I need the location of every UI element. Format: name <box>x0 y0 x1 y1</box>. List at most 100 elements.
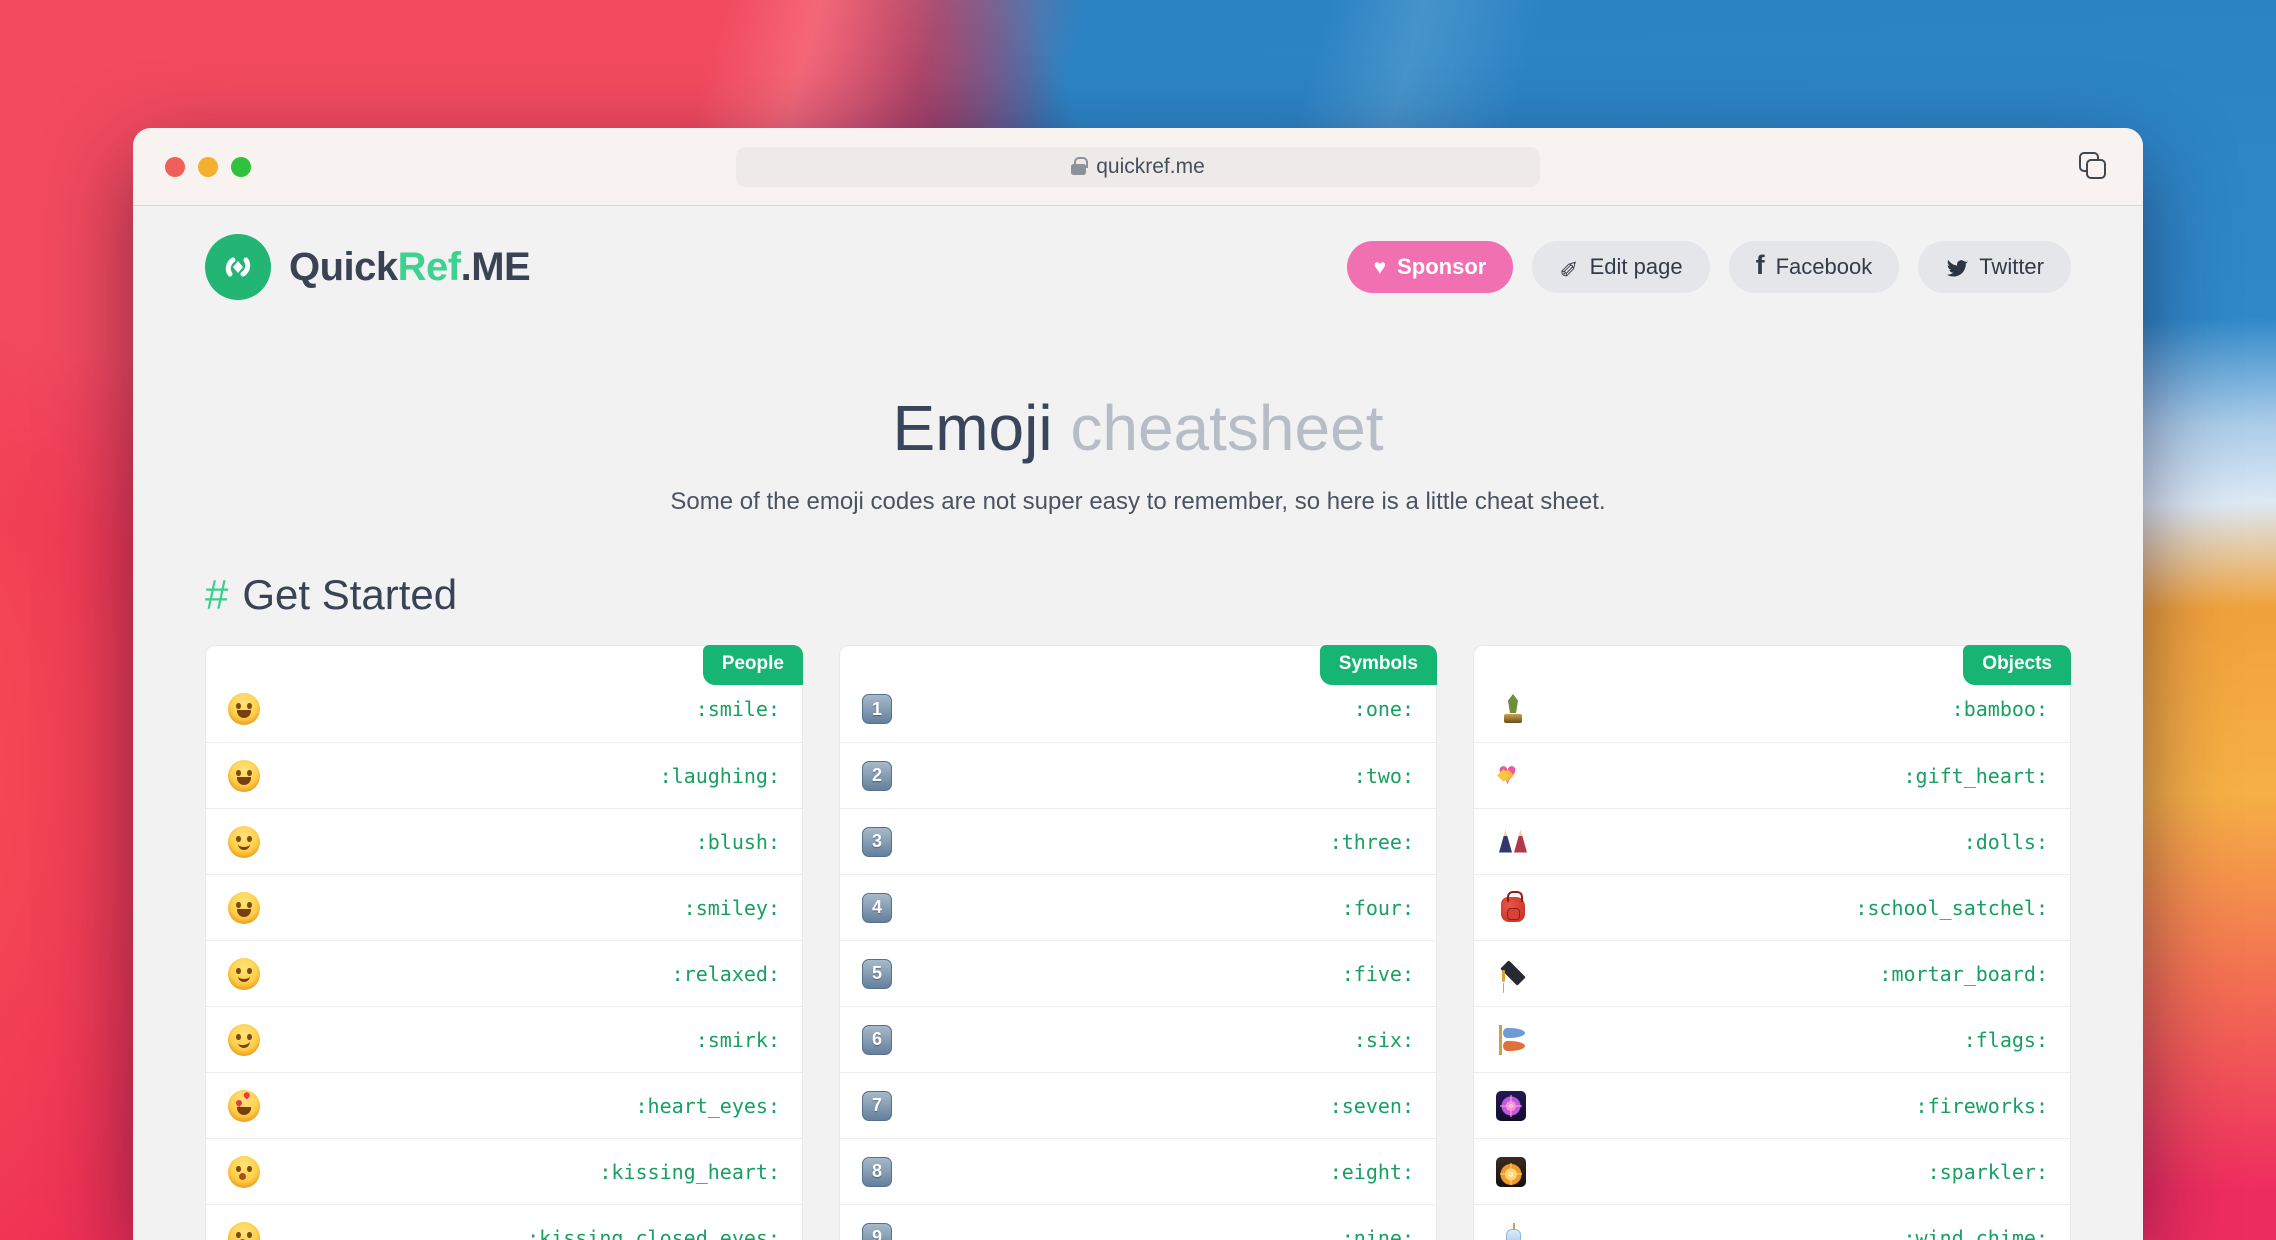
twitter-button[interactable]: Twitter <box>1918 241 2071 293</box>
brand-name: QuickRef.ME <box>289 244 531 289</box>
emoji-code: :kissing_heart: <box>599 1159 780 1184</box>
zoom-button[interactable] <box>231 157 251 177</box>
category-badge: Objects <box>1963 645 2071 685</box>
emoji-row: 3:three: <box>840 808 1436 874</box>
twitter-bird-icon <box>1945 256 1969 279</box>
card-symbols: Symbols 1 :one: 2:two: 3:three: 4 :four: 5 :fiv… <box>839 645 1437 1240</box>
page-title: Emoji cheatsheet <box>892 392 1384 464</box>
window-controls <box>165 128 251 206</box>
emoji-row: :smile: <box>206 676 802 742</box>
emoji-code: :smirk: <box>695 1027 780 1052</box>
emoji-code: :three: <box>1329 829 1414 854</box>
card-grid: People :smile::laughing::blush::smiley::… <box>205 645 2071 1240</box>
edit-page-button[interactable]: ✎ Edit page <box>1532 241 1710 293</box>
emoji-row: :relaxed: <box>206 940 802 1006</box>
emoji-row: 7 :seven: <box>840 1072 1436 1138</box>
emoji-code: :fireworks: <box>1915 1093 2048 1118</box>
emoji-row: 8:eight: <box>840 1138 1436 1204</box>
emoji-row: :blush: <box>206 808 802 874</box>
emoji-six-icon: 6 <box>862 1024 892 1055</box>
emoji-row: :flags: <box>1474 1006 2070 1072</box>
emoji-row: :wind_chime: <box>1474 1204 2070 1240</box>
sponsor-button[interactable]: ♥ Sponsor <box>1346 241 1514 293</box>
emoji-school_satchel-icon <box>1501 890 1525 922</box>
copy-tabs-icon[interactable] <box>2079 152 2107 180</box>
lock-icon <box>1071 157 1088 175</box>
close-button[interactable] <box>165 157 185 177</box>
emoji-row: :heart_eyes: <box>206 1072 802 1138</box>
emoji-code: :eight: <box>1329 1159 1414 1184</box>
emoji-relaxed-icon <box>228 957 260 990</box>
address-bar[interactable]: quickref.me <box>736 147 1540 187</box>
page-subtitle: Some of the emoji codes are not super ea… <box>670 488 1606 515</box>
card-people: People :smile::laughing::blush::smiley::… <box>205 645 803 1240</box>
emoji-code: :school_satchel: <box>1855 895 2048 920</box>
emoji-code: :six: <box>1353 1027 1414 1052</box>
emoji-seven-icon: 7 <box>862 1090 892 1121</box>
emoji-code: :wind_chime: <box>1903 1225 2049 1240</box>
emoji-wind_chime-icon <box>1506 1222 1521 1240</box>
facebook-button[interactable]: f Facebook <box>1728 241 1900 293</box>
emoji-list: 1 :one: 2:two: 3:three: 4 :four: 5 :five: 6 :six:… <box>840 646 1436 1240</box>
section-heading: # Get Started <box>205 571 458 618</box>
emoji-bamboo-icon <box>1496 692 1530 726</box>
emoji-kissing_closed_eyes-icon <box>228 1221 260 1240</box>
hash-anchor[interactable]: # <box>205 571 229 618</box>
emoji-smiley-icon <box>228 891 260 924</box>
header-actions: ♥ Sponsor ✎ Edit page f Facebook <box>1346 241 2071 293</box>
emoji-row: :dolls: <box>1474 808 2070 874</box>
emoji-code: :heart_eyes: <box>635 1093 781 1118</box>
minimize-button[interactable] <box>198 157 218 177</box>
emoji-row: :kissing_heart: <box>206 1138 802 1204</box>
emoji-four-icon: 4 <box>862 892 892 923</box>
pencil-icon: ✎ <box>1559 254 1579 281</box>
emoji-code: :dolls: <box>1963 829 2048 854</box>
emoji-two-icon: 2 <box>862 760 892 791</box>
emoji-fireworks-icon <box>1496 1090 1526 1121</box>
emoji-code: :blush: <box>695 829 780 854</box>
emoji-one-icon: 1 <box>862 694 892 724</box>
hero: Emoji cheatsheet Some of the emoji codes… <box>205 396 2071 516</box>
emoji-row: :school_satchel: <box>1474 874 2070 940</box>
emoji-sparkler-icon <box>1496 1156 1526 1187</box>
emoji-code: :bamboo: <box>1951 697 2048 721</box>
emoji-nine-icon: 9 <box>862 1222 892 1240</box>
emoji-blush-icon <box>228 825 260 858</box>
emoji-code: :flags: <box>1963 1027 2048 1052</box>
emoji-code: :smile: <box>695 697 780 721</box>
browser-titlebar: quickref.me <box>133 128 2143 206</box>
emoji-row: :fireworks: <box>1474 1072 2070 1138</box>
emoji-row: :smiley: <box>206 874 802 940</box>
emoji-list: :smile::laughing::blush::smiley::relaxed… <box>206 646 802 1240</box>
emoji-code: :four: <box>1341 895 1414 920</box>
emoji-heart_eyes-icon <box>228 1089 260 1122</box>
emoji-row: :laughing: <box>206 742 802 808</box>
emoji-code: :mortar_board: <box>1879 961 2048 986</box>
emoji-row: :smirk: <box>206 1006 802 1072</box>
emoji-code: :smiley: <box>683 895 780 920</box>
emoji-dolls-icon <box>1496 825 1530 859</box>
emoji-gift_heart-icon <box>1496 756 1530 793</box>
category-badge: People <box>702 645 803 685</box>
emoji-five-icon: 5 <box>862 958 892 989</box>
emoji-list: :bamboo::gift_heart::dolls::school_satch… <box>1474 646 2070 1240</box>
emoji-code: :one: <box>1353 697 1414 721</box>
category-badge: Symbols <box>1319 645 1437 685</box>
emoji-code: :seven: <box>1329 1093 1414 1118</box>
page-header: QuickRef.ME ♥ Sponsor ✎ Edit page f Face… <box>205 234 2071 300</box>
emoji-laughing-icon <box>228 759 260 792</box>
card-objects: Objects :bamboo::gift_heart::dolls::scho… <box>1473 645 2071 1240</box>
emoji-code: :five: <box>1341 961 1414 986</box>
emoji-code: :laughing: <box>659 763 780 788</box>
emoji-row: 6 :six: <box>840 1006 1436 1072</box>
quickref-logo-icon[interactable] <box>205 234 271 300</box>
emoji-row: 2:two: <box>840 742 1436 808</box>
emoji-code: :sparkler: <box>1927 1159 2048 1184</box>
emoji-mortar_board-icon <box>1496 957 1530 991</box>
heart-icon: ♥ <box>1373 255 1387 279</box>
emoji-row: :bamboo: <box>1474 676 2070 742</box>
brand[interactable]: QuickRef.ME <box>205 234 531 300</box>
emoji-row: 1 :one: <box>840 676 1436 742</box>
emoji-code: :nine: <box>1341 1225 1414 1240</box>
